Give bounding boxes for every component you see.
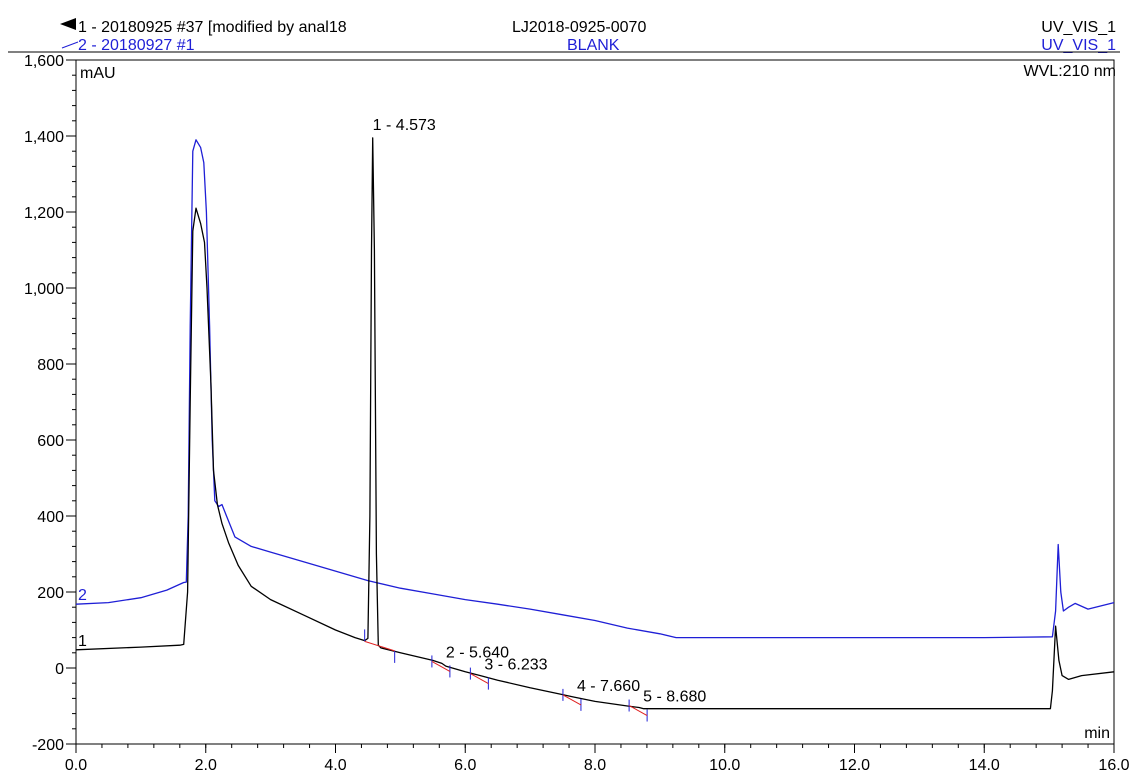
y-tick-label: 1,400 [24, 129, 64, 146]
x-tick-label: 8.0 [584, 757, 606, 774]
y-tick-label: 0 [55, 661, 64, 678]
peak-label: 5 - 8.680 [643, 689, 706, 706]
integration-baseline [628, 705, 648, 716]
series-1-line [75, 137, 1115, 710]
x-tick-label: 14.0 [969, 757, 1000, 774]
x-tick-label: 6.0 [454, 757, 476, 774]
trace2-legend-label: 2 - 20180927 #1 [78, 37, 195, 54]
sample-name: LJ2018-0925-0070 [512, 19, 647, 36]
series-2-line [75, 139, 1115, 639]
x-axis-label: min [1084, 725, 1110, 742]
y-tick-label: 200 [37, 585, 64, 602]
legend-arrow-icon [60, 18, 76, 30]
y-tick-label: 800 [37, 357, 64, 374]
channel2-label: UV_VIS_1 [1041, 37, 1116, 54]
peak-label: 1 - 4.573 [373, 117, 436, 134]
trace-marker-2: 2 [78, 587, 87, 604]
x-tick-label: 2.0 [195, 757, 217, 774]
y-tick-label: 400 [37, 509, 64, 526]
integration-baseline [470, 673, 489, 685]
y-tick-label: 1,000 [24, 281, 64, 298]
integration-baseline [431, 661, 451, 672]
y-tick-label: 1,600 [24, 53, 64, 70]
series-layer: 21 [75, 137, 1115, 710]
x-tick-label: 10.0 [709, 757, 740, 774]
y-axis-label: mAU [80, 65, 116, 82]
peak-label: 2 - 5.640 [446, 644, 509, 661]
peak-label: 4 - 7.660 [577, 678, 640, 695]
channel1-label: UV_VIS_1 [1041, 19, 1116, 36]
x-tick-label: 0.0 [65, 757, 87, 774]
axes: -200 0 200 400 600 800 1,000 1,200 1,400 1,600 0.0… [8, 18, 1130, 774]
integration-baseline [562, 694, 582, 706]
y-tick-label: 600 [37, 433, 64, 450]
blank-name: BLANK [567, 37, 620, 54]
integration-baseline [364, 640, 395, 652]
trace1-legend-label: 1 - 20180925 #37 [modified by anal18 [78, 19, 347, 36]
wavelength-label: WVL:210 nm [1023, 63, 1116, 80]
trace-marker-1: 1 [78, 633, 87, 650]
x-tick-label: 4.0 [324, 757, 346, 774]
plot-frame [75, 59, 1115, 745]
x-tick-label: 16.0 [1098, 757, 1129, 774]
peak-label: 3 - 6.233 [484, 657, 547, 674]
legend-line-icon [61, 41, 79, 49]
y-tick-label: -200 [32, 737, 64, 754]
y-tick-label: 1,200 [24, 205, 64, 222]
x-tick-label: 12.0 [839, 757, 870, 774]
